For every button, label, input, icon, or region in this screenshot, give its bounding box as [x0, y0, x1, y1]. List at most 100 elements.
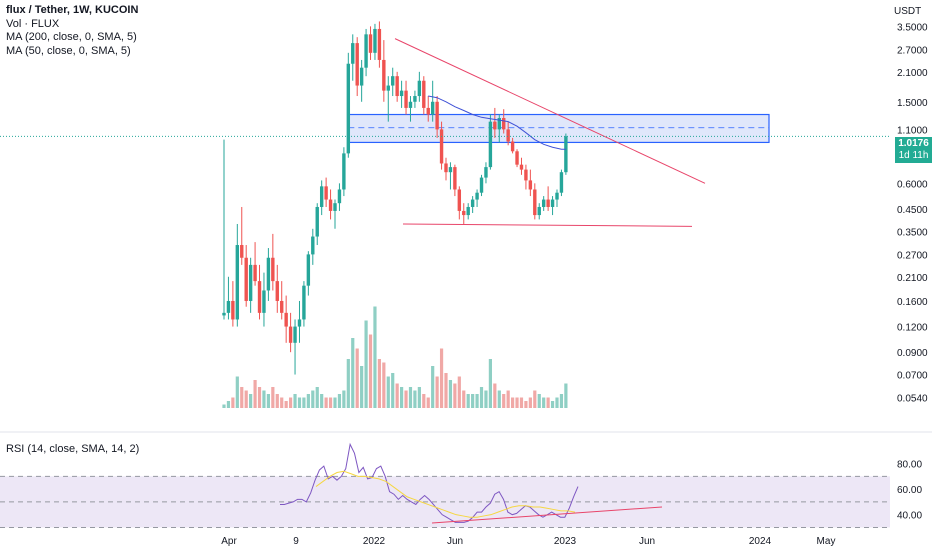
candle-body [351, 43, 355, 64]
candle-body [368, 34, 373, 53]
rsi-ma-line [315, 470, 576, 518]
candle-body [288, 326, 293, 343]
candle-body [506, 129, 510, 142]
price-tick-label: 1.5000 [897, 98, 928, 109]
volume-bar [475, 394, 479, 408]
volume-bar [262, 390, 266, 408]
candle-body [333, 203, 337, 211]
price-tick-label: 0.2100 [897, 273, 928, 284]
candle-body [315, 206, 319, 237]
ma200-legend[interactable]: MA (200, close, 0, SMA, 5) [6, 31, 137, 43]
rsi-legend[interactable]: RSI (14, close, SMA, 14, 2) [6, 443, 140, 455]
candle-body [439, 129, 444, 164]
time-tick-label: Jun [639, 536, 655, 547]
candle-body [275, 281, 279, 301]
price-tick-label: 0.1200 [897, 323, 928, 334]
volume-bar [311, 390, 315, 408]
candle-body [559, 172, 564, 193]
volume-bar [511, 397, 515, 408]
support-trendline [402, 223, 693, 227]
symbol-title[interactable]: flux / Tether, 1W, KUCOIN [6, 4, 139, 16]
time-tick-label: May [817, 536, 836, 547]
candle-body [528, 180, 533, 190]
volume-legend[interactable]: Vol · FLUX [6, 17, 60, 30]
volume-bar [320, 394, 324, 408]
candle-body [262, 290, 266, 313]
time-tick-label: Apr [221, 536, 237, 547]
volume-bar [306, 394, 310, 408]
volume-bar [471, 394, 475, 408]
candle-body [524, 169, 528, 181]
volume-bar [417, 387, 421, 408]
volume-bar [346, 359, 350, 408]
volume-bar [266, 394, 270, 408]
candle-body [444, 163, 448, 173]
candle-body [235, 245, 240, 320]
candle-body [231, 300, 235, 320]
volume-bar [391, 373, 395, 408]
volume-bar [506, 390, 510, 408]
volume-bar [555, 397, 559, 408]
candle-body [453, 167, 457, 190]
volume-bar [448, 380, 453, 408]
volume-bar [386, 376, 390, 408]
rsi-trendline [431, 506, 663, 524]
ma50-legend[interactable]: MA (50, close, 0, SMA, 5) [6, 44, 131, 57]
candle-body [417, 80, 422, 97]
volume-bar [351, 338, 355, 408]
candle-body [377, 28, 382, 60]
volume-bar [324, 397, 328, 408]
candle-body [302, 285, 306, 320]
volume-bar [226, 401, 231, 408]
volume-bar [537, 394, 541, 408]
candle-body [311, 236, 315, 255]
candle-body [248, 264, 253, 301]
price-tick-label: 0.6000 [897, 179, 928, 190]
volume-bar [462, 390, 466, 408]
candle-body [280, 300, 284, 313]
candle-body [448, 167, 453, 173]
price-tick-label: 0.4500 [897, 205, 928, 216]
candle-body [395, 76, 399, 97]
price-tick-label: 0.3500 [897, 227, 928, 238]
candle-body [488, 121, 493, 168]
candle-body [479, 177, 484, 193]
volume-bar [235, 376, 239, 408]
volume-bar [502, 394, 506, 408]
volume-bar [328, 397, 333, 408]
volume-bar [422, 394, 426, 408]
candle-body [337, 189, 342, 204]
candle-body [470, 199, 475, 207]
candle-body [533, 189, 537, 216]
currency-label: USDT [894, 6, 921, 17]
volume-bar [484, 390, 488, 408]
volume-bar [231, 397, 235, 408]
price-tick-label: 2.7000 [897, 45, 928, 56]
volume-bar [257, 387, 262, 408]
resistance-trendline [394, 38, 706, 184]
candle-body [271, 257, 275, 282]
candle-body [475, 192, 479, 200]
volume-bar [435, 376, 439, 408]
candle-body [319, 186, 324, 207]
candle-body [359, 67, 364, 86]
candle-body [515, 151, 519, 165]
volume-bar [453, 383, 457, 408]
candle-body [328, 199, 333, 211]
candle-body [364, 34, 368, 68]
volume-bar [364, 320, 368, 408]
volume-bar [431, 366, 435, 408]
candle-body [355, 43, 359, 86]
candle-body [226, 300, 231, 313]
volume-bar [289, 397, 293, 408]
candle-body [502, 118, 506, 130]
candle-body [435, 101, 439, 130]
volume-bar [493, 383, 497, 408]
volume-bar [240, 387, 244, 408]
candle-body [306, 254, 311, 286]
price-tick-label: 3.5000 [897, 22, 928, 33]
volume-bar [519, 397, 524, 408]
time-tick-label: Jun [447, 536, 463, 547]
